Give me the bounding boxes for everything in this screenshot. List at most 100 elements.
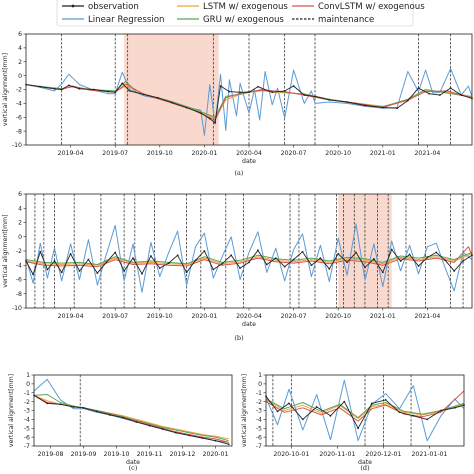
x-tick-label: 2021-01 xyxy=(370,313,396,320)
observation-point xyxy=(214,439,217,442)
y-tick-label: 6 xyxy=(18,31,22,38)
y-tick-label: -2 xyxy=(16,248,22,255)
observation-point xyxy=(346,261,349,264)
x-tick-label: 2020-10-01 xyxy=(273,451,309,458)
observation-point xyxy=(214,121,217,124)
observation-point xyxy=(390,248,393,251)
x-tick-label: 2019-09 xyxy=(71,451,97,458)
observation-point xyxy=(141,272,143,275)
y-tick-label: -5 xyxy=(24,425,30,432)
y-tick-label: -6 xyxy=(16,114,22,121)
x-axis-label: date xyxy=(358,459,372,466)
y-tick-label: 1 xyxy=(26,372,30,379)
x-tick-label: 2019-12 xyxy=(170,451,196,458)
observation-point xyxy=(72,406,75,408)
x-tick-label: 2021-01-01 xyxy=(411,451,447,458)
y-axis-label: vertical alignment[mm] xyxy=(8,374,15,447)
highlight-band xyxy=(124,34,219,145)
observation-point xyxy=(158,267,161,269)
observation-point xyxy=(230,254,233,257)
y-tick-label: -2 xyxy=(24,399,30,406)
x-tick-label: 2020-07 xyxy=(281,150,307,157)
observation-point xyxy=(453,406,456,409)
y-tick-label: -6 xyxy=(24,434,30,441)
panel-b: 6 4 2 0 -2 -4 -6 -8 -10 2019-04 2019-07 2019-10 2020… xyxy=(2,191,473,342)
observation-point xyxy=(265,263,268,266)
observation-point xyxy=(114,91,117,94)
observation-point xyxy=(372,257,375,260)
observation-point xyxy=(148,424,151,427)
observation-point xyxy=(87,258,90,261)
x-tick-label: 2019-04 xyxy=(58,313,84,320)
observation-point xyxy=(239,267,241,269)
legend-label-2: LSTM w/ exogenous xyxy=(203,2,288,12)
panel-caption: (b) xyxy=(234,334,244,342)
series-observation xyxy=(33,395,229,445)
observation-point xyxy=(364,104,366,107)
observation-point xyxy=(92,88,95,91)
x-tick-label: 2020-01 xyxy=(203,451,229,458)
observation-point xyxy=(39,250,42,253)
series-observation xyxy=(25,249,473,275)
observation-point xyxy=(53,260,56,262)
observation-point xyxy=(59,403,62,406)
observation-point xyxy=(435,251,438,254)
observation-point xyxy=(188,434,191,437)
x-tick-label: 2019-10 xyxy=(147,313,173,320)
observation-point xyxy=(248,91,250,94)
y-tick-label: 1 xyxy=(258,372,262,379)
observation-point xyxy=(301,250,304,253)
series-observation xyxy=(265,396,465,429)
observation-point xyxy=(426,256,429,259)
observation-point xyxy=(121,82,124,85)
observation-point xyxy=(381,271,384,274)
y-axis-label: vertical alignment[mm] xyxy=(2,53,9,126)
y-tick-label: -2 xyxy=(16,87,22,94)
legend-label-1: Linear Regression xyxy=(88,15,164,25)
y-tick-label: -7 xyxy=(24,443,30,450)
series-convlstm-w-exogenous xyxy=(25,246,473,268)
observation-point xyxy=(60,271,63,274)
observation-point xyxy=(301,418,304,421)
y-tick-label: 2 xyxy=(18,220,22,227)
series-convlstm-w-exogenous xyxy=(265,390,465,422)
observation-point xyxy=(283,89,286,92)
plot-frame xyxy=(25,193,473,309)
observation-point xyxy=(319,257,322,260)
observation-point xyxy=(176,254,179,257)
x-tick-label: 2020-12-01 xyxy=(365,451,401,458)
y-tick-label: -8 xyxy=(16,128,22,135)
y-tick-label: -3 xyxy=(24,408,30,415)
observation-point xyxy=(283,265,286,268)
observation-point xyxy=(357,427,359,430)
observation-point xyxy=(408,253,411,256)
observation-point xyxy=(132,257,134,260)
series-gru-w-exogenous xyxy=(265,398,465,419)
y-tick-label: -4 xyxy=(16,262,22,269)
panel-caption: (c) xyxy=(129,464,138,472)
series-lstm-w-exogenous xyxy=(265,399,465,419)
observation-point xyxy=(167,262,170,265)
series-linear-regression xyxy=(25,68,473,136)
observation-point xyxy=(449,87,452,90)
observation-point xyxy=(276,410,279,413)
y-tick-label: -4 xyxy=(24,417,30,424)
series-observation xyxy=(25,82,473,124)
observation-point xyxy=(460,94,463,96)
x-tick-label: 2019-04 xyxy=(58,150,84,157)
observation-point xyxy=(157,96,159,99)
x-tick-label: 2020-10 xyxy=(325,313,351,320)
y-tick-label: -4 xyxy=(16,101,22,108)
y-tick-label: -6 xyxy=(16,277,22,284)
x-tick-label: 2019-10 xyxy=(104,451,130,458)
observation-point xyxy=(78,87,81,90)
y-tick-label: 4 xyxy=(18,205,22,212)
observation-point xyxy=(123,270,126,272)
x-tick-label: 2019-07 xyxy=(102,150,128,157)
x-axis-label: date xyxy=(242,321,256,328)
y-tick-label: -8 xyxy=(16,291,22,298)
observation-point xyxy=(67,84,70,87)
y-tick-label: 2 xyxy=(18,59,22,66)
observation-point xyxy=(428,92,431,95)
panel-a: 6 4 2 0 -2 -4 -6 -8 -10 2019-04 2019-07 2019-10 2020… xyxy=(2,31,473,177)
